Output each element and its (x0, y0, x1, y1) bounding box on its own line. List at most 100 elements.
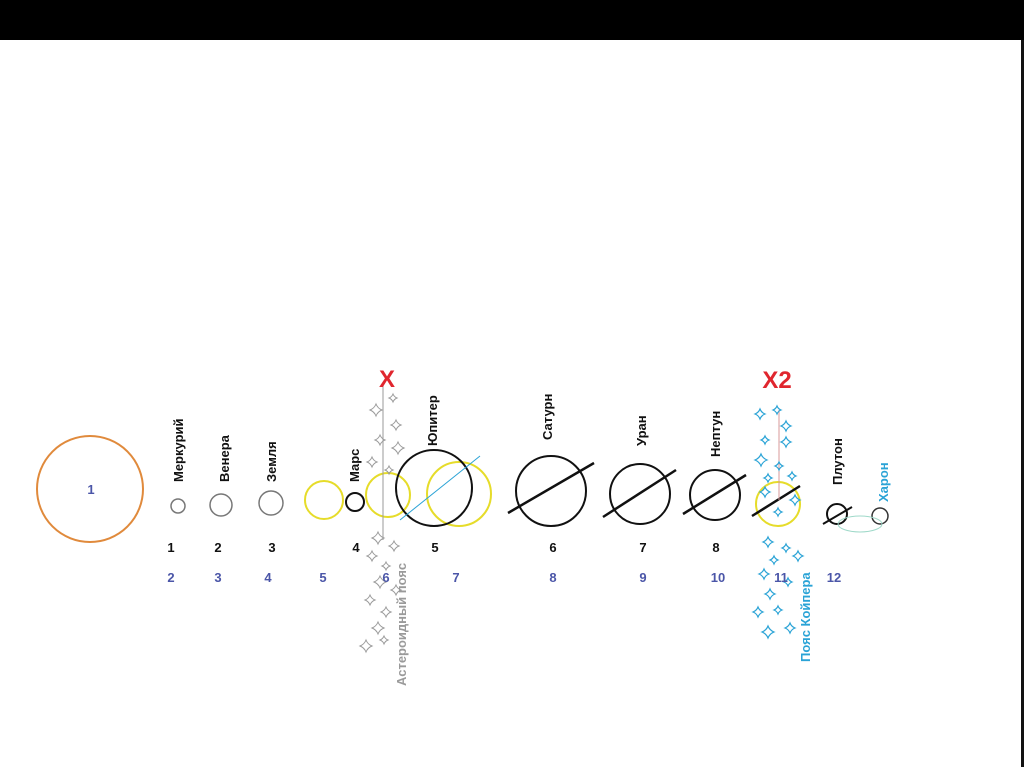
asteroid-star-icon (387, 392, 399, 404)
kuiper-star-icon (780, 542, 792, 554)
asteroid-star-icon (390, 440, 406, 456)
asteroid-star-icon (389, 418, 403, 432)
planet-name-uranus: Уран (634, 415, 649, 446)
new-number: 8 (549, 570, 556, 585)
new-number: 6 (382, 570, 389, 585)
new-number: 7 (452, 570, 459, 585)
kuiper-star-icon (772, 506, 784, 518)
new-number: 2 (167, 570, 174, 585)
jupiter-circle (395, 449, 473, 527)
yellow-orbit-7 (426, 461, 492, 527)
planet-name-saturn: Сатурн (540, 394, 555, 440)
sun-circle (36, 435, 144, 543)
kuiper-belt-label: Пояс Койпера (798, 572, 813, 662)
asteroid-star-icon (379, 605, 393, 619)
jupiter-blue-line (399, 455, 481, 521)
asteroid-star-icon (380, 560, 392, 572)
kuiper-star-icon (768, 554, 780, 566)
asteroid-star-icon (365, 455, 379, 469)
asteroid-belt-stars (358, 392, 406, 654)
kuiper-star-icon (791, 549, 805, 563)
asteroid-star-icon (358, 638, 374, 654)
planet-name-mars: Марс (347, 449, 362, 482)
uranus-axis (602, 468, 677, 519)
earth-circle (258, 490, 284, 516)
kuiper-star-icon (773, 460, 785, 472)
kuiper-star-icon (786, 470, 798, 482)
mars-circle (345, 492, 365, 512)
right-edge-bar (1021, 40, 1024, 767)
venus-circle (209, 493, 233, 517)
kuiper-star-icon (753, 407, 767, 421)
kuiper-belt-stars (751, 404, 805, 640)
new-number: 11 (774, 570, 788, 585)
kuiper-star-icon (753, 452, 769, 468)
kuiper-star-icon (758, 485, 772, 499)
charon-orbit (837, 515, 883, 533)
yellow-orbit-5 (304, 480, 344, 520)
new-number: 3 (214, 570, 221, 585)
charon-circle (871, 507, 889, 525)
planet-number-8: 8 (712, 540, 719, 555)
planet-name-venus: Венера (217, 434, 232, 482)
asteroid-star-icon (372, 574, 388, 590)
kuiper-star-icon (760, 624, 776, 640)
planet-number-1: 1 (167, 540, 174, 555)
pluto-axis (822, 506, 853, 525)
charon-name: Харон (876, 462, 891, 502)
asteroid-star-icon (370, 530, 386, 546)
asteroid-star-icon (365, 549, 379, 563)
saturn-circle (515, 455, 587, 527)
neptune-circle (689, 469, 741, 521)
kuiper-star-icon (763, 587, 777, 601)
planet-number-6: 6 (549, 540, 556, 555)
asteroid-star-icon (363, 593, 377, 607)
new-number: 10 (711, 570, 725, 585)
kuiper-star-icon (772, 604, 784, 616)
kuiper-star-icon (788, 493, 802, 507)
planet-number-2: 2 (214, 540, 221, 555)
asteroid-star-icon (389, 583, 403, 597)
new-number: 4 (264, 570, 272, 585)
saturn-axis (507, 461, 595, 515)
kuiper-star-icon (751, 605, 765, 619)
asteroid-star-icon (368, 402, 384, 418)
uranus-circle (609, 463, 671, 525)
sun-number: 1 (87, 482, 94, 497)
asteroid-star-icon (378, 634, 390, 646)
x2-axis (751, 484, 801, 518)
top-black-bar (0, 0, 1024, 40)
planet-number-4: 4 (352, 540, 360, 555)
planet-x2-label: X2 (762, 367, 791, 394)
mercury-circle (170, 498, 186, 514)
planet-number-5: 5 (431, 540, 438, 555)
new-number: 9 (639, 570, 646, 585)
neptune-axis (682, 473, 747, 516)
kuiper-star-icon (779, 419, 793, 433)
planet-name-neptune: Нептун (708, 411, 723, 457)
pluto-circle (826, 503, 848, 525)
kuiper-star-icon (762, 472, 774, 484)
kuiper-star-icon (779, 435, 793, 449)
planet-x-label: X (379, 366, 395, 393)
yellow-orbit-x2 (755, 481, 801, 527)
planet-name-mercury: Меркурий (171, 419, 186, 483)
kuiper-star-icon (761, 535, 775, 549)
planet-name-jupiter: Юпитер (425, 395, 440, 446)
asteroid-star-icon (387, 539, 401, 553)
kuiper-star-icon (757, 567, 771, 581)
new-number: 5 (319, 570, 326, 585)
planet-name-pluto: Плутон (830, 438, 845, 485)
planet-number-3: 3 (268, 540, 275, 555)
asteroid-star-icon (373, 433, 387, 447)
planet-number-7: 7 (639, 540, 646, 555)
asteroid-belt-label: Астероидный пояс (394, 563, 409, 686)
kuiper-star-icon (782, 576, 794, 588)
planet-name-earth: Земля (264, 441, 279, 482)
asteroid-star-icon (370, 620, 386, 636)
kuiper-star-icon (783, 621, 797, 635)
kuiper-star-icon (771, 404, 783, 416)
asteroid-star-icon (383, 464, 395, 476)
new-number: 12 (827, 570, 841, 585)
